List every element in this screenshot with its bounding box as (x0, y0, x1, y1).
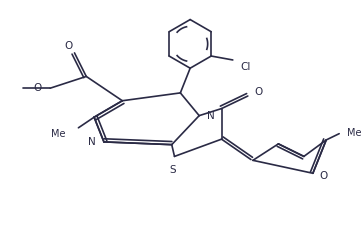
Text: Cl: Cl (241, 62, 251, 72)
Text: S: S (169, 165, 176, 175)
Text: O: O (255, 87, 263, 97)
Text: Me: Me (51, 129, 66, 139)
Text: N: N (207, 111, 215, 121)
Text: O: O (64, 41, 73, 51)
Text: O: O (319, 171, 327, 181)
Text: O: O (33, 83, 42, 93)
Text: N: N (88, 137, 95, 147)
Text: Me: Me (348, 128, 362, 138)
